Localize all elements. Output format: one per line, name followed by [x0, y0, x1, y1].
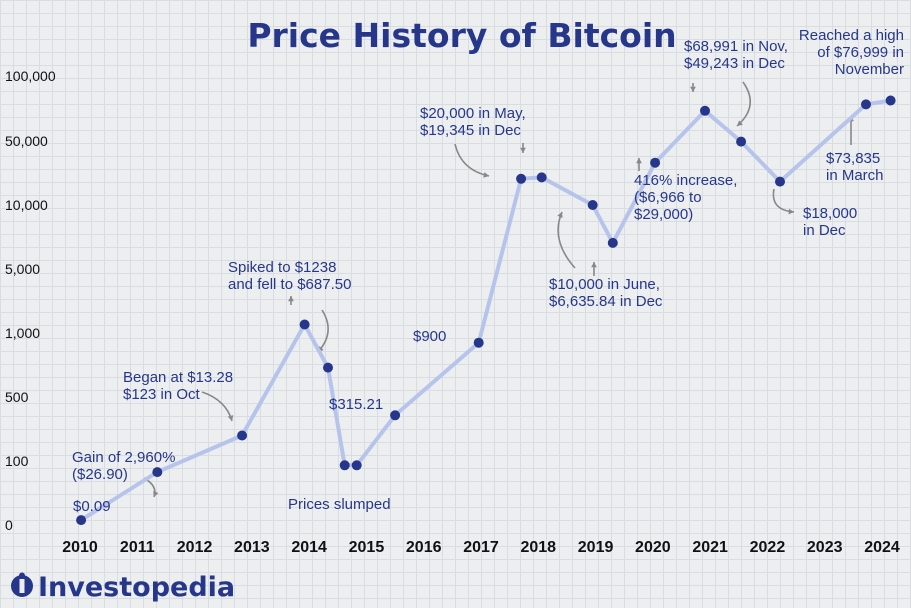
y-tick-label: 0 — [5, 517, 13, 533]
x-tick-label: 2010 — [62, 539, 98, 556]
annotation: $18,000 in Dec — [803, 205, 857, 239]
data-point — [76, 515, 87, 526]
arrowhead — [483, 172, 489, 178]
data-point — [516, 173, 527, 184]
annotation: $315.21 — [329, 396, 383, 413]
x-tick-label: 2020 — [635, 539, 671, 556]
x-tick-label: 2012 — [177, 539, 213, 556]
investopedia-logo-icon — [11, 572, 33, 597]
x-tick-label: 2022 — [750, 539, 786, 556]
annotation-arrow — [772, 188, 795, 213]
arrowhead — [520, 147, 526, 153]
arrowhead — [288, 296, 294, 302]
annotation-arrow — [736, 81, 751, 127]
annotations: $0.09 Gain of 2,960% ($26.90) Began at $13.… — [72, 27, 904, 515]
data-point — [650, 157, 661, 168]
x-tick-label: 2014 — [291, 539, 327, 556]
y-tick-label: 500 — [5, 389, 29, 405]
data-point — [775, 176, 785, 187]
x-tick-label: 2015 — [349, 539, 385, 556]
annotation: Spiked to $1238 and fell to $687.50 — [228, 259, 351, 293]
x-tick-label: 2023 — [807, 539, 843, 556]
data-point — [237, 430, 248, 441]
arrowhead — [690, 86, 696, 92]
x-tick-label: 2021 — [692, 539, 728, 556]
x-tick-label: 2016 — [406, 539, 442, 556]
annotation: $900 — [413, 328, 446, 345]
data-point — [885, 95, 896, 106]
annotation: $0.09 — [73, 498, 111, 515]
annotation-arrow — [454, 143, 490, 177]
x-tick-label: 2018 — [520, 539, 556, 556]
x-axis: 2010 2011 2012 2013 2014 2015 2016 2017 2018 2019… — [62, 539, 900, 556]
data-point — [390, 410, 401, 421]
investopedia-logo: Investopedia — [11, 572, 235, 603]
arrowhead — [636, 158, 642, 164]
annotation: Began at $13.28 $123 in Oct — [123, 369, 233, 403]
arrowhead — [557, 212, 563, 218]
x-tick-label: 2019 — [578, 539, 614, 556]
y-tick-label: 10,000 — [5, 197, 48, 213]
data-point — [861, 99, 871, 110]
data-point — [339, 460, 350, 471]
annotation: $68,991 in Nov, $49,243 in Dec — [684, 38, 788, 72]
data-point — [587, 200, 598, 210]
data-point — [536, 172, 547, 183]
arrowhead — [227, 415, 234, 421]
arrowhead — [737, 120, 743, 126]
x-tick-label: 2011 — [120, 539, 155, 556]
annotation: Reached a high of $76,999 in November — [799, 27, 904, 78]
annotation-arrow — [557, 211, 576, 269]
data-point — [607, 237, 618, 248]
chart-title: Price History of Bitcoin — [247, 16, 676, 55]
annotation-arrows — [143, 81, 854, 498]
arrowhead — [788, 208, 794, 215]
y-tick-label: 100,000 — [5, 68, 56, 84]
data-point — [473, 337, 484, 348]
y-tick-label: 50,000 — [5, 133, 48, 149]
y-axis: 100,000 50,000 10,000 5,000 1,000 500 100 0 — [5, 68, 56, 533]
annotation-arrow — [317, 309, 329, 353]
arrowhead — [153, 491, 159, 497]
annotation: Prices slumped — [288, 496, 391, 513]
x-tick-label: 2013 — [234, 539, 270, 556]
annotation: $10,000 in June, $6,635.84 in Dec — [549, 276, 663, 310]
data-point — [736, 136, 747, 147]
y-tick-label: 1,000 — [5, 325, 40, 341]
data-point — [700, 105, 710, 116]
x-tick-label: 2017 — [463, 539, 499, 556]
logo-text: Investopedia — [38, 572, 235, 603]
annotation-arrow — [201, 391, 233, 422]
series-line — [80, 98, 891, 522]
annotation: $20,000 in May, $19,345 in Dec — [420, 105, 526, 139]
y-tick-label: 100 — [5, 453, 29, 469]
y-tick-label: 5,000 — [5, 261, 40, 277]
annotation: $73,835 in March — [826, 150, 884, 184]
arrowhead — [591, 262, 597, 268]
annotation: Gain of 2,960% ($26.90) — [72, 449, 175, 483]
data-point — [323, 362, 333, 373]
data-point — [152, 467, 163, 478]
data-point — [299, 319, 310, 330]
annotation: 416% increase, ($6,966 to $29,000) — [634, 172, 737, 223]
data-point — [351, 460, 362, 471]
price-series — [76, 95, 896, 526]
x-tick-label: 2024 — [864, 539, 900, 556]
